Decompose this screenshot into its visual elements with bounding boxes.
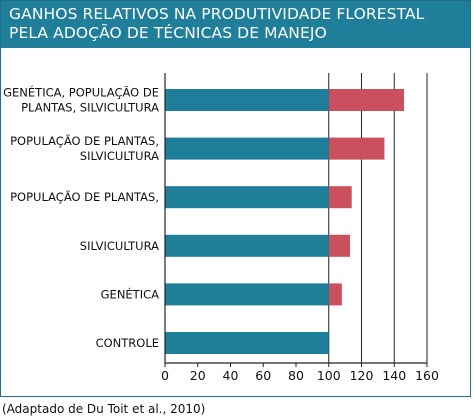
- bar-base: [165, 332, 329, 354]
- x-tick-label: 160: [415, 368, 439, 383]
- bar-base: [165, 137, 329, 160]
- bar-gain: [328, 89, 405, 111]
- bar-gain: [328, 234, 351, 257]
- bar-gain: [328, 186, 352, 209]
- title-bar: GANHOS RELATIVOS NA PRODUTIVIDADE FLORES…: [1, 1, 470, 48]
- x-tick-label: 40: [223, 368, 239, 383]
- category-label: CONTROLE: [96, 336, 159, 350]
- chart-frame: GANHOS RELATIVOS NA PRODUTIVIDADE FLORES…: [0, 0, 471, 397]
- category-label: SILVICULTURA: [80, 239, 159, 253]
- category-label: POPULAÇÃO DE PLANTAS,: [10, 189, 159, 204]
- source-note: (Adaptado de Du Toit et al., 2010): [2, 402, 206, 416]
- x-tick-label: 60: [255, 368, 271, 383]
- bar-gain: [328, 137, 385, 160]
- bar-base: [165, 283, 329, 306]
- x-tick-label: 20: [190, 368, 206, 383]
- chart-title-line-2: PELA ADOÇÃO DE TÉCNICAS DE MANEJO: [9, 24, 327, 42]
- category-label: POPULAÇÃO DE PLANTAS,: [10, 133, 159, 148]
- x-tick-label: 120: [350, 368, 374, 383]
- x-tick-label: 0: [161, 368, 169, 383]
- bar-base: [165, 234, 329, 257]
- x-tick-label: 140: [382, 368, 406, 383]
- chart-title-line-1: GANHOS RELATIVOS NA PRODUTIVIDADE FLORES…: [9, 5, 425, 23]
- category-label: GENÉTICA: [101, 286, 159, 301]
- bar-gain: [328, 283, 342, 306]
- x-tick-label: 80: [288, 368, 304, 383]
- bar-base: [165, 89, 329, 111]
- category-label: SILVICULTURA: [80, 149, 159, 163]
- x-tick-label: 100: [317, 368, 341, 383]
- category-label: PLANTAS, SILVICULTURA: [21, 101, 159, 115]
- bar-base: [165, 186, 329, 209]
- category-label: GENÉTICA, POPULAÇÃO DE: [3, 85, 159, 100]
